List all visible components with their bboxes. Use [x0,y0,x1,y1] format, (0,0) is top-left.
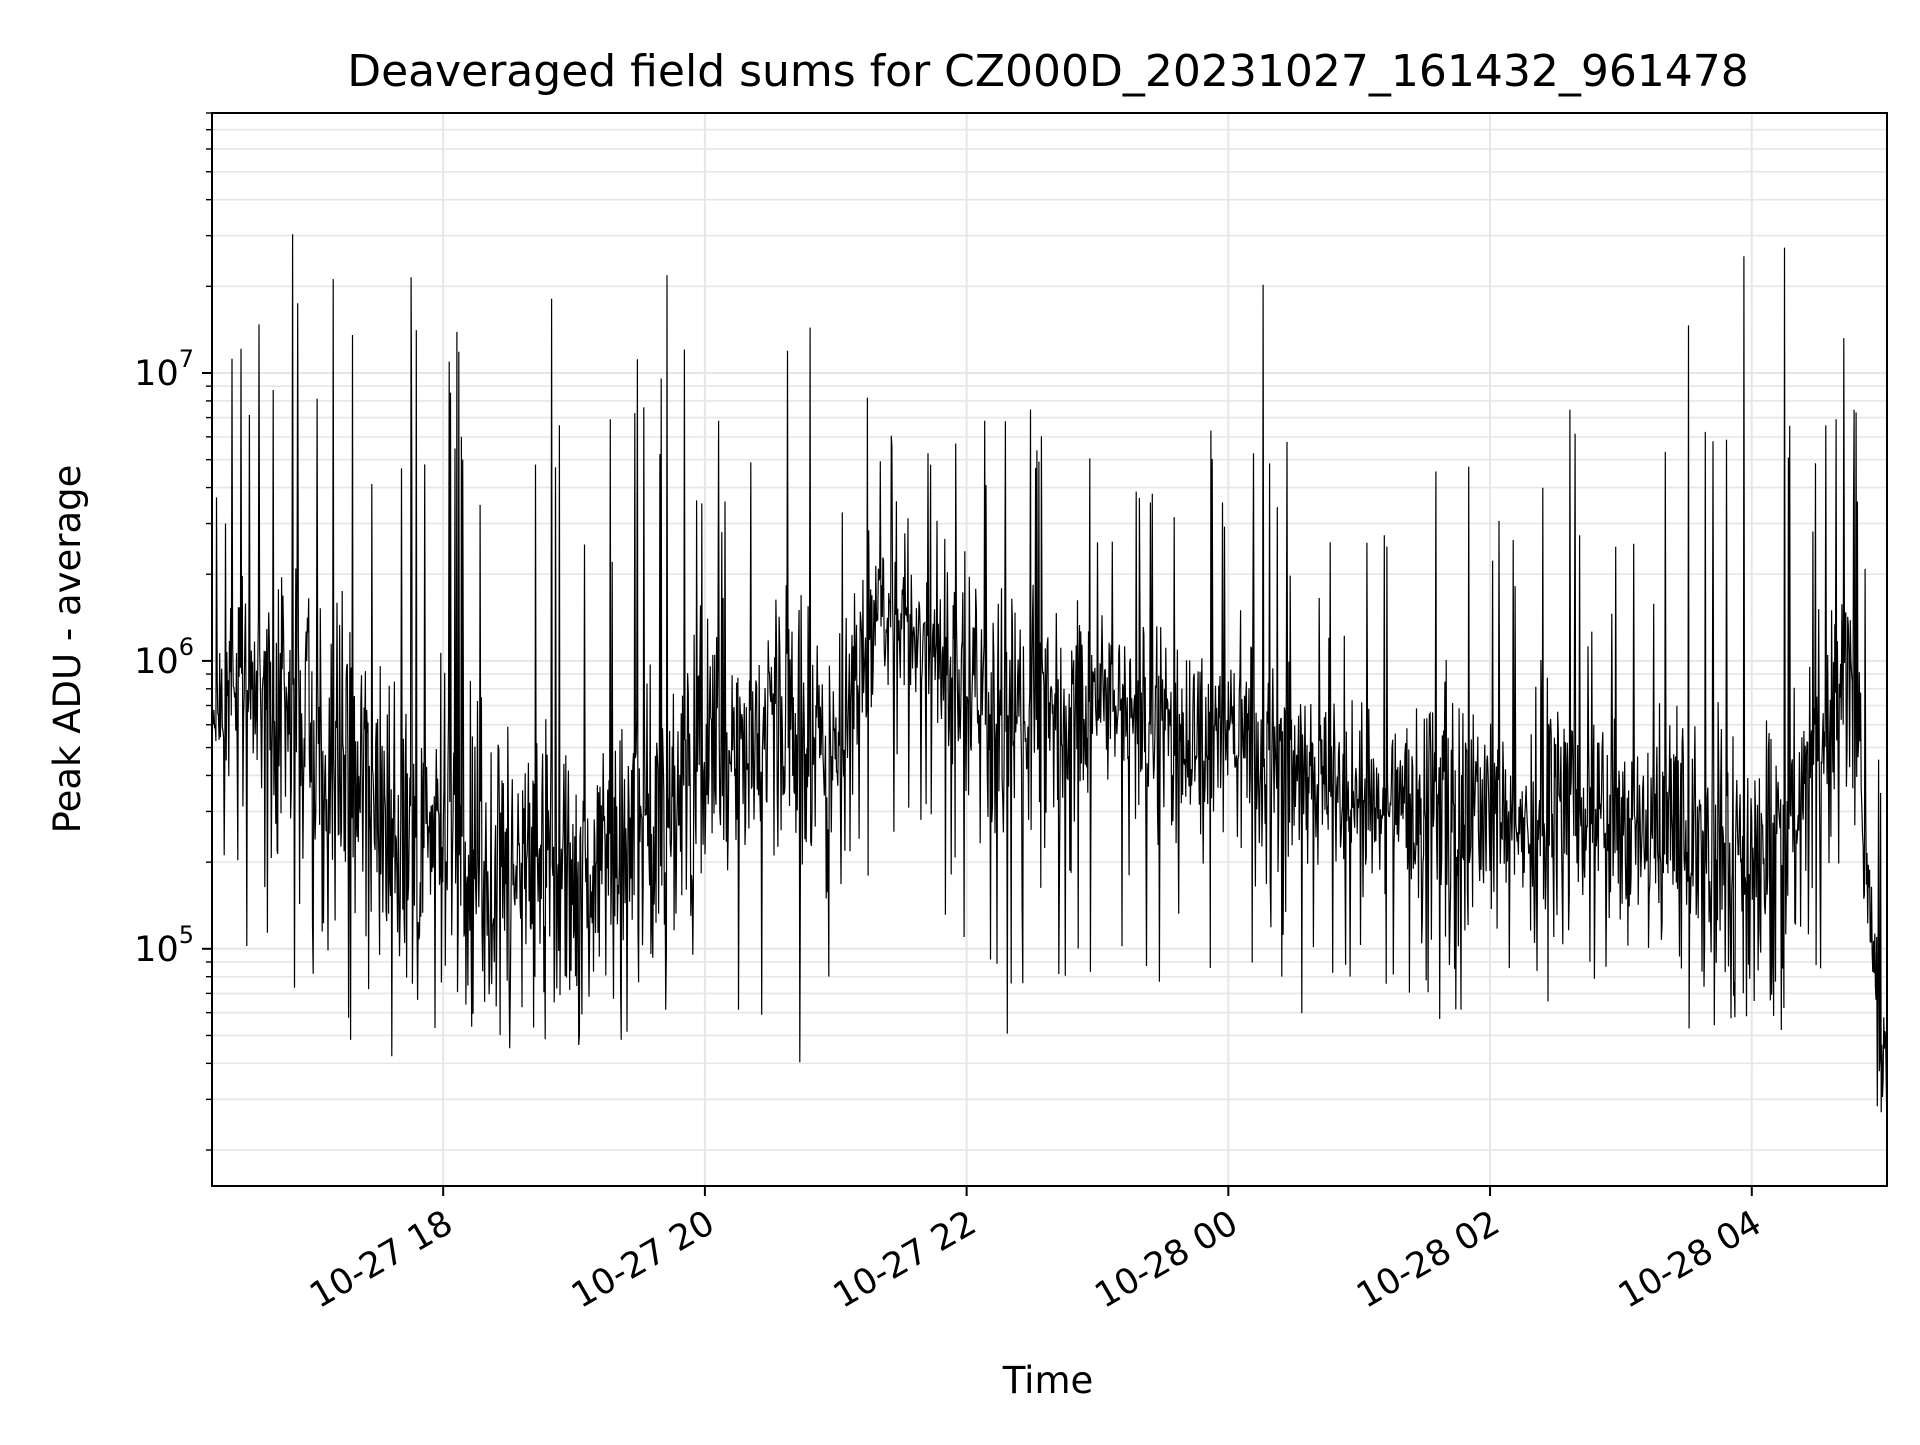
data-layer [211,234,1888,1139]
y-tick-label: 107 [134,345,194,394]
x-axis-label: Time [1002,1359,1094,1402]
y-tick-base: 10 [134,642,179,682]
y-tick-base: 10 [134,930,179,970]
y-tick-exponent: 6 [179,633,194,661]
y-tick-exponent: 7 [179,345,194,373]
y-tick-label: 106 [134,633,194,682]
y-tick-label: 105 [134,921,194,970]
y-tick-exponent: 5 [179,921,194,949]
plot-frame [211,112,1888,1187]
series-line [211,234,1888,1139]
y-tick-base: 10 [134,354,179,394]
chart-title: Deaveraged field sums for CZ000D_2023102… [347,46,1749,97]
y-axis-label: Peak ADU - average [46,465,89,834]
